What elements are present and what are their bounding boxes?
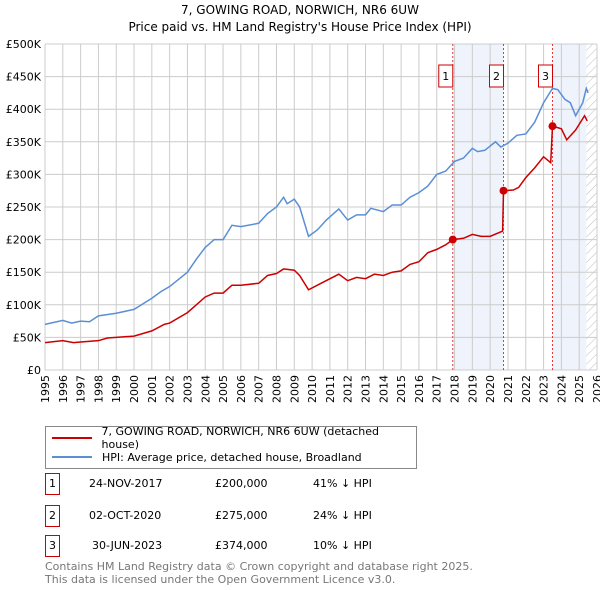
transaction-row: 2 02-OCT-2020 £275,000 24% ↓ HPI (45, 505, 545, 527)
hpi-diff: 41% ↓ HPI (313, 477, 372, 490)
y-tick-label: £100K (6, 299, 42, 312)
x-tick-label: 2011 (324, 375, 337, 403)
x-tick-label: 2000 (128, 375, 141, 403)
x-tick-label: 2006 (235, 375, 248, 403)
x-tick-label: 2002 (164, 375, 177, 403)
x-tick-label: 2004 (199, 375, 212, 403)
y-tick-label: £250K (6, 201, 42, 214)
x-tick-label: 2013 (360, 375, 373, 403)
y-tick-label: £300K (6, 168, 42, 181)
y-tick-label: £150K (6, 266, 42, 279)
x-tick-label: 1995 (39, 375, 52, 403)
legend-item-hpi: HPI: Average price, detached house, Broa… (52, 449, 362, 465)
marker-badge: 1 (45, 473, 60, 495)
legend: 7, GOWING ROAD, NORWICH, NR6 6UW (detach… (45, 425, 417, 469)
sale-point (548, 122, 557, 131)
x-tick-label: 2008 (270, 375, 283, 403)
x-tick-label: 2007 (253, 375, 266, 403)
price-chart: 1995 1996 1997 1998 1999 2000 2001 2002 2003 2004… (6, 38, 600, 403)
x-tick-label: 1999 (110, 375, 123, 403)
marker-badge: 2 (45, 505, 60, 527)
legend-item-property: 7, GOWING ROAD, NORWICH, NR6 6UW (detach… (52, 425, 416, 451)
footer: Contains HM Land Registry data © Crown c… (45, 560, 473, 586)
x-tick-label: 2022 (520, 375, 533, 403)
x-tick-label: 2018 (449, 375, 462, 403)
x-tick-label: 1997 (75, 375, 88, 403)
x-tick-label: 2012 (342, 375, 355, 403)
price: £275,000 (215, 509, 268, 522)
date: 24-NOV-2017 (89, 477, 163, 490)
footer-line: This data is licensed under the Open Gov… (45, 573, 396, 586)
date: 02-OCT-2020 (89, 509, 162, 522)
x-tick-label: 2024 (555, 375, 568, 403)
x-tick-label: 2015 (395, 375, 408, 403)
legend-label: 7, GOWING ROAD, NORWICH, NR6 6UW (detach… (101, 425, 379, 451)
legend-label: HPI: Average price, detached house, Broa… (102, 450, 362, 464)
price: £200,000 (215, 477, 268, 490)
footer-line: Contains HM Land Registry data © Crown c… (45, 560, 473, 573)
x-tick-label: 2021 (502, 375, 515, 403)
x-tick-label: 1996 (57, 375, 70, 403)
series-line (44, 85, 589, 326)
chart-subtitle: Price paid vs. HM Land Registry's House … (128, 20, 472, 34)
x-tick-label: 2010 (306, 375, 319, 403)
sale-marker-label: 1 (442, 70, 449, 83)
sale-marker-label: 3 (542, 70, 549, 83)
x-tick-label: 2016 (413, 375, 426, 403)
legend-swatch-blue (52, 456, 92, 458)
chart-title: 7, GOWING ROAD, NORWICH, NR6 6UW (181, 3, 419, 17)
price: £374,000 (215, 539, 268, 552)
y-tick-label: £350K (6, 136, 42, 149)
x-tick-label: 2026 (591, 375, 600, 403)
hpi-diff: 10% ↓ HPI (313, 539, 372, 552)
sale-marker-box (489, 64, 505, 88)
x-tick-label: 2017 (431, 375, 444, 403)
date: 30-JUN-2023 (92, 539, 163, 552)
x-tick-label: 2003 (181, 375, 194, 403)
x-tick-label: 2005 (217, 375, 230, 403)
x-tick-label: 2020 (484, 375, 497, 403)
series-line (44, 114, 588, 344)
y-tick-label: £50K (13, 331, 42, 344)
transaction-row: 3 30-JUN-2023 £374,000 10% ↓ HPI (45, 535, 545, 557)
x-tick-label: 2023 (538, 375, 551, 403)
x-tick-label: 1998 (92, 375, 105, 403)
marker-badge: 3 (45, 535, 60, 557)
y-tick-label: £200K (6, 234, 42, 247)
hpi-diff: 24% ↓ HPI (313, 509, 372, 522)
sale-marker-box (537, 64, 553, 88)
y-tick-label: £500K (6, 38, 42, 51)
sale-marker-box (438, 64, 454, 88)
sale-point (448, 235, 457, 244)
x-tick-label: 2019 (466, 375, 479, 403)
y-tick-label: £400K (6, 103, 42, 116)
x-tick-label: 2001 (146, 375, 159, 403)
x-tick-label: 2014 (377, 375, 390, 403)
x-tick-label: 2025 (573, 375, 586, 403)
y-tick-label: £0 (27, 364, 41, 377)
sale-point (499, 186, 508, 195)
sale-marker-label: 2 (493, 70, 500, 83)
legend-swatch-red (52, 437, 92, 439)
y-tick-label: £450K (6, 71, 42, 84)
transaction-row: 1 24-NOV-2017 £200,000 41% ↓ HPI (45, 473, 545, 495)
x-tick-label: 2009 (288, 375, 301, 403)
